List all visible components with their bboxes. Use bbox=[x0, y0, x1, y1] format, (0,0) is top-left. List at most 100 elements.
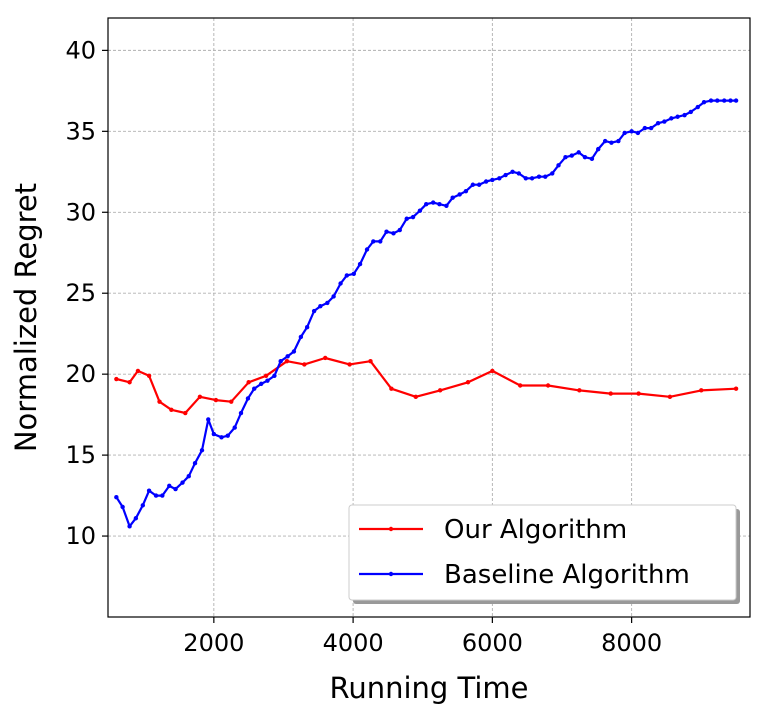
data-point bbox=[368, 359, 373, 364]
data-point bbox=[192, 461, 198, 466]
data-point bbox=[715, 98, 720, 103]
data-point bbox=[127, 524, 132, 529]
data-point bbox=[378, 239, 383, 244]
data-point bbox=[169, 407, 174, 412]
y-tick-label: 20 bbox=[65, 360, 96, 388]
x-tick-label: 2000 bbox=[183, 629, 244, 657]
data-point bbox=[722, 98, 727, 103]
data-point bbox=[563, 155, 568, 160]
data-point bbox=[219, 435, 224, 440]
data-point bbox=[410, 214, 416, 220]
data-point bbox=[246, 380, 251, 385]
series-line-0 bbox=[116, 356, 737, 415]
x-tick-label: 6000 bbox=[462, 629, 523, 657]
data-point bbox=[543, 174, 548, 179]
data-point bbox=[211, 431, 217, 437]
data-point bbox=[245, 396, 251, 401]
data-point bbox=[648, 125, 654, 131]
y-tick-label: 10 bbox=[65, 522, 96, 550]
data-point bbox=[437, 201, 442, 207]
data-point bbox=[197, 394, 203, 400]
data-point bbox=[536, 174, 542, 179]
data-point bbox=[351, 271, 356, 276]
data-point bbox=[490, 368, 495, 374]
data-point bbox=[291, 349, 297, 354]
data-point bbox=[518, 383, 523, 388]
data-point bbox=[629, 129, 634, 134]
data-point bbox=[265, 378, 270, 383]
y-tick-label: 40 bbox=[65, 36, 96, 64]
legend-label: Baseline Algorithm bbox=[444, 560, 690, 590]
data-point bbox=[173, 486, 178, 492]
data-point bbox=[252, 386, 257, 391]
data-point bbox=[682, 112, 687, 118]
legend-label: Our Algorithm bbox=[444, 515, 627, 545]
data-point bbox=[577, 388, 582, 393]
data-point bbox=[503, 172, 508, 178]
y-axis-title: Normalized Regret bbox=[9, 183, 43, 452]
data-point bbox=[582, 155, 588, 160]
y-tick-label: 30 bbox=[65, 198, 96, 226]
y-tick-label: 15 bbox=[65, 441, 96, 469]
data-point bbox=[483, 179, 489, 184]
data-point bbox=[616, 138, 621, 144]
data-point bbox=[609, 140, 614, 145]
data-point bbox=[701, 99, 707, 105]
axis-ticks: 2000 4000 6000 8000 10 15 20 25 30 35 40 bbox=[65, 36, 662, 657]
data-point bbox=[397, 227, 402, 233]
data-point bbox=[430, 200, 436, 205]
data-point bbox=[167, 483, 172, 489]
data-point bbox=[490, 177, 495, 183]
data-point bbox=[728, 98, 733, 103]
data-point bbox=[437, 388, 443, 393]
data-point bbox=[576, 150, 581, 155]
data-point bbox=[596, 146, 601, 152]
data-point bbox=[424, 201, 429, 207]
data-point bbox=[510, 169, 515, 174]
data-point bbox=[146, 488, 152, 493]
data-point bbox=[413, 394, 418, 400]
data-point bbox=[127, 380, 132, 385]
legend-swatch-marker bbox=[388, 526, 394, 532]
data-point bbox=[497, 176, 502, 181]
data-point bbox=[669, 116, 674, 121]
data-point bbox=[347, 362, 352, 367]
data-point bbox=[311, 308, 317, 314]
data-point bbox=[229, 399, 234, 404]
data-point bbox=[183, 410, 188, 416]
data-point bbox=[146, 373, 152, 378]
data-point bbox=[153, 493, 159, 498]
data-point bbox=[364, 247, 370, 252]
data-point bbox=[232, 425, 237, 430]
data-point bbox=[404, 216, 409, 221]
data-point bbox=[160, 493, 165, 498]
data-point bbox=[186, 473, 191, 479]
data-point bbox=[302, 362, 307, 367]
data-point bbox=[465, 380, 471, 385]
data-point bbox=[589, 156, 595, 162]
data-point bbox=[331, 294, 336, 299]
data-point bbox=[135, 368, 141, 374]
data-point bbox=[338, 281, 343, 286]
data-point bbox=[523, 176, 528, 181]
data-point bbox=[444, 203, 449, 208]
data-point bbox=[695, 104, 700, 110]
data-point bbox=[457, 192, 462, 197]
data-point bbox=[662, 119, 667, 124]
data-point bbox=[636, 391, 641, 396]
data-point bbox=[545, 383, 551, 388]
data-point bbox=[225, 433, 230, 438]
data-point bbox=[384, 229, 389, 234]
data-point bbox=[284, 359, 290, 364]
legend-swatch-marker bbox=[388, 571, 394, 577]
data-point bbox=[114, 376, 119, 382]
data-point bbox=[608, 391, 613, 396]
data-point bbox=[133, 516, 139, 521]
data-point bbox=[278, 359, 283, 364]
data-point bbox=[708, 98, 714, 103]
data-point bbox=[635, 130, 641, 136]
data-point bbox=[642, 125, 648, 131]
legend-box bbox=[348, 504, 737, 601]
series-lines bbox=[114, 98, 739, 529]
